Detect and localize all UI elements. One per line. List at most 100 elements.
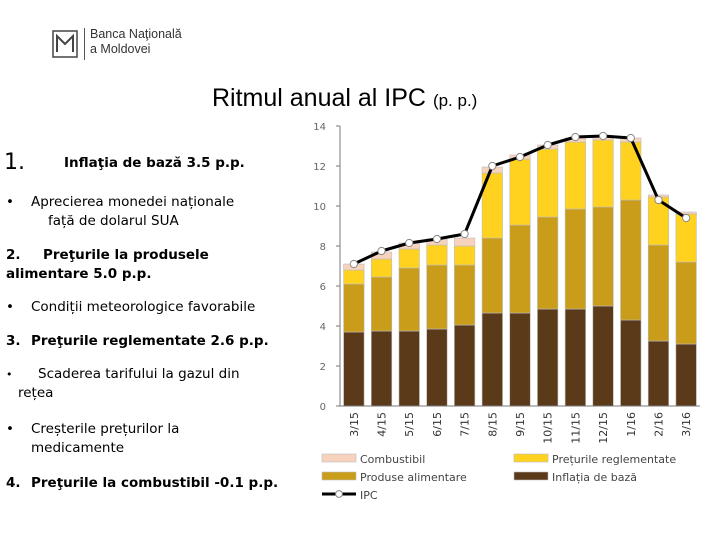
bnm-logo: Banca Naţională a Moldovei: [52, 26, 192, 66]
bar-food: [537, 216, 559, 310]
legend-label: Inflația de bază: [552, 471, 637, 484]
x-axis: 3/15 4/15 5/15 6/15 7/15 8/15 9/15 10/15 11/15 12…: [340, 405, 700, 444]
bar-regulated: [343, 269, 365, 285]
factor-3-bullet-2-line-2: medicamente: [31, 440, 125, 456]
factor-2-bullet-1: Condiții meteorologice favorabile: [31, 299, 256, 315]
bar-food: [564, 208, 586, 310]
chart-legend: Combustibil Prețurile reglementate Produse…: [321, 453, 676, 502]
bar-food: [454, 264, 476, 326]
cpi-point: [460, 229, 469, 239]
legend-label: IPC: [360, 489, 378, 502]
legend-swatch-regulated: [513, 453, 549, 463]
factor-1-bullet-1-line-2: față de dolarul SUA: [48, 213, 179, 229]
logo-line-2: a Moldovei: [90, 42, 151, 56]
x-tick-label: 10/15: [542, 412, 555, 444]
bar-core: [620, 319, 642, 407]
bar-food: [481, 237, 503, 314]
y-tick-label: 0: [320, 402, 326, 413]
bar-core: [564, 308, 586, 407]
factor-3-bullet-2-mark: •: [6, 421, 14, 437]
bar-food: [509, 224, 531, 314]
bar-core: [647, 340, 670, 407]
legend-swatch-core: [513, 471, 549, 481]
y-tick-label: 14: [313, 122, 326, 133]
cpi-point: [571, 132, 580, 142]
bar-regulated: [509, 158, 531, 226]
y-tick-label: 6: [320, 282, 326, 293]
cpi-point: [654, 195, 663, 205]
factor-4-label: Preţurile la combustibil -0.1 p.p.: [31, 475, 279, 491]
x-tick-label: 12/15: [597, 412, 610, 444]
cpi-point: [377, 246, 386, 256]
x-tick-label: 6/15: [431, 412, 444, 437]
bar-food: [675, 261, 697, 345]
logo-separator: [84, 28, 85, 60]
bar-regulated: [592, 139, 614, 208]
legend-label: Prețurile reglementate: [552, 453, 676, 466]
logo-line-1: Banca Naţională: [90, 27, 182, 41]
factor-3-bullet-1-line-2: rețea: [18, 385, 54, 401]
y-tick-label: 10: [313, 202, 326, 213]
bar-core: [592, 305, 614, 407]
bar-food: [592, 206, 614, 307]
factor-1-bullet-1-line-1: Aprecierea monedei naționale: [31, 194, 235, 210]
stacked-bars: [343, 135, 697, 407]
cpi-point: [405, 238, 414, 248]
cpi-point: [682, 213, 691, 223]
bar-core: [426, 328, 448, 407]
bar-regulated: [454, 245, 476, 266]
y-tick-label: 12: [313, 162, 326, 173]
legend-label: Produse alimentare: [360, 471, 467, 484]
x-tick-label: 5/15: [403, 412, 416, 437]
factor-3-label: Preţurile reglementate 2.6 p.p.: [31, 333, 269, 349]
title-unit: (p. p.): [432, 91, 478, 110]
cpi-point: [543, 140, 552, 150]
x-tick-label: 3/16: [680, 412, 693, 437]
factor-3-bullet-1-line-1: Scaderea tarifului la gazul din: [38, 366, 240, 382]
cpi-point: [349, 259, 358, 269]
bar-core: [675, 343, 697, 407]
factor-2-label-line-2: alimentare 5.0 p.p.: [6, 266, 152, 282]
legend-swatch-point: [335, 490, 343, 498]
y-axis: 0 2 4 6 8 10 12 14: [313, 122, 341, 413]
factor-3-number: 3.: [6, 333, 21, 349]
x-tick-label: 9/15: [514, 412, 527, 437]
legend-swatch-fuel: [321, 453, 357, 463]
bar-food: [343, 283, 365, 333]
title-text: Ritmul anual al IPC: [212, 84, 426, 112]
x-tick-label: 4/15: [376, 412, 389, 437]
bar-regulated: [426, 244, 448, 266]
cpi-point: [432, 234, 442, 244]
bnm-emblem-icon: [52, 30, 78, 58]
cpi-point: [598, 131, 608, 141]
bar-regulated: [537, 148, 559, 218]
bar-core: [509, 312, 531, 407]
bar-regulated: [370, 258, 393, 278]
x-tick-label: 7/15: [459, 412, 472, 437]
x-tick-label: 2/16: [652, 412, 665, 437]
factor-1-bullet-1-mark: •: [6, 194, 14, 210]
cpi-point: [515, 152, 525, 162]
y-tick-label: 2: [320, 362, 326, 373]
y-tick-label: 4: [320, 322, 326, 333]
legend-label: Combustibil: [360, 453, 425, 466]
x-tick-label: 8/15: [486, 412, 499, 437]
factor-1-label: Inflaţia de bază 3.5 p.p.: [64, 155, 245, 171]
bar-core: [343, 331, 365, 407]
slide-title: Ritmul anual al IPC (p. p.): [212, 84, 477, 113]
bar-food: [398, 267, 420, 332]
factor-3-bullet-1-mark: •: [6, 368, 13, 381]
factor-3-bullet-2-line-1: Creșterile prețurilor la: [31, 421, 180, 437]
bar-regulated: [564, 141, 586, 210]
factor-4-number: 4.: [6, 475, 21, 491]
cpi-point: [626, 133, 635, 143]
cpi-line: [349, 131, 691, 269]
y-tick-label: 8: [320, 242, 326, 253]
bar-fuel: [454, 237, 476, 247]
factor-2-number: 2.: [6, 247, 21, 263]
bar-food: [620, 199, 642, 321]
bar-food: [370, 276, 393, 332]
legend-swatch-food: [321, 471, 357, 481]
factor-2-bullet-1-mark: •: [6, 299, 14, 315]
bar-core: [398, 330, 420, 407]
